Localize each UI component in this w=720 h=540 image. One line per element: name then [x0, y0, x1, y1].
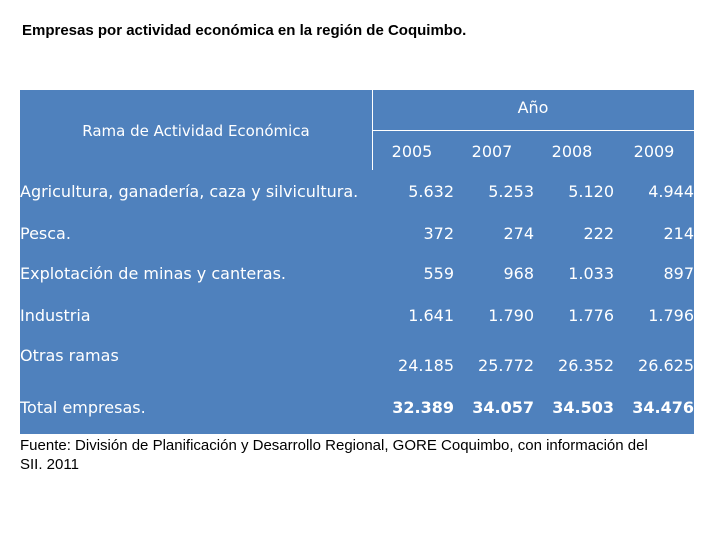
table-cell: 968	[503, 264, 534, 283]
row-label-total: Total empresas.	[20, 398, 146, 417]
year-2007: 2007	[471, 142, 513, 161]
table-cell: 34.503	[552, 398, 614, 417]
table-cell: 5.632	[408, 182, 454, 201]
row-label-pesca: Pesca.	[20, 224, 71, 243]
year-2005: 2005	[391, 142, 433, 161]
header-year-group: Año	[517, 98, 549, 117]
row-label-otras: Otras ramas	[20, 346, 119, 365]
table-cell: 34.057	[472, 398, 534, 417]
table-cell: 274	[503, 224, 534, 243]
row-label-mineria: Explotación de minas y canteras.	[20, 264, 287, 283]
table-cell: 1.796	[648, 306, 694, 325]
table-cell: 1.641	[408, 306, 454, 325]
table-cell: 559	[423, 264, 454, 283]
table-cell: 25.772	[478, 356, 534, 375]
table-cell: 4.944	[648, 182, 694, 201]
year-group-divider	[372, 130, 694, 131]
row-label-agricultura: Agricultura, ganadería, caza y silvicult…	[20, 182, 359, 201]
table-cell: 24.185	[398, 356, 454, 375]
table-cell: 222	[583, 224, 614, 243]
companies-table: Rama de Actividad Económica Año 2005 200…	[20, 90, 694, 434]
header-rama: Rama de Actividad Económica	[82, 122, 310, 140]
table-cell: 26.625	[638, 356, 694, 375]
table-cell: 32.389	[392, 398, 454, 417]
table-cell: 897	[663, 264, 694, 283]
table-cell: 1.776	[568, 306, 614, 325]
table-cell: 1.790	[488, 306, 534, 325]
table-cell: 34.476	[632, 398, 694, 417]
row-label-industria: Industria	[20, 306, 91, 325]
table-cell: 214	[663, 224, 694, 243]
table-cell: 26.352	[558, 356, 614, 375]
source-note: Fuente: División de Planificación y Desa…	[20, 437, 648, 473]
year-2008: 2008	[551, 142, 593, 161]
page-title: Empresas por actividad económica en la r…	[22, 22, 467, 39]
year-2009: 2009	[633, 142, 675, 161]
table-cell: 372	[423, 224, 454, 243]
table-cell: 5.120	[568, 182, 614, 201]
table-cell: 5.253	[488, 182, 534, 201]
table-cell: 1.033	[568, 264, 614, 283]
